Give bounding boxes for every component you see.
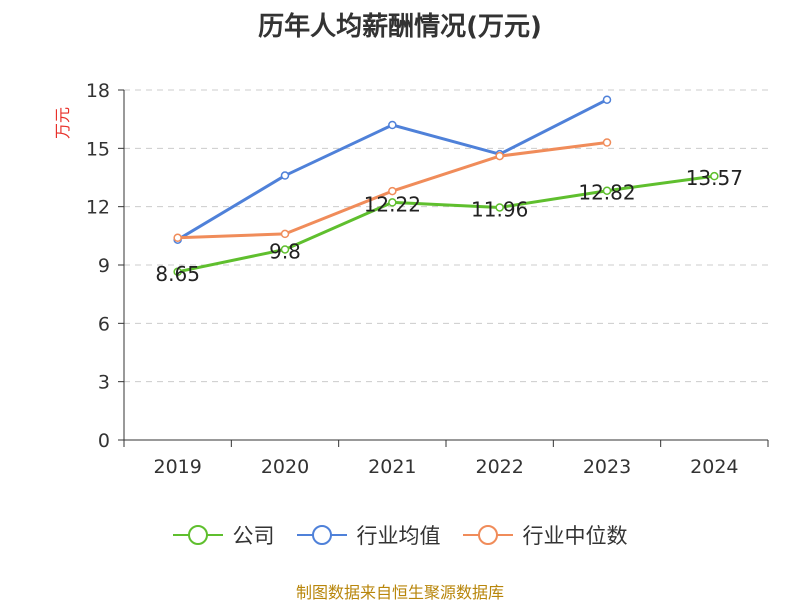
data-label: 11.96	[471, 197, 528, 221]
grid-lines	[124, 89, 768, 383]
legend-item[interactable]: 公司	[172, 520, 275, 550]
data-point	[495, 151, 504, 161]
series-line	[176, 98, 608, 242]
chart-title: 历年人均薪酬情况(万元)	[258, 12, 542, 42]
data-label: 9.8	[269, 239, 301, 263]
legend: 公司 行业均值 行业中位数	[0, 520, 800, 550]
y-tick-label: 18	[86, 80, 110, 102]
data-point	[602, 95, 612, 104]
data-label: 12.82	[578, 181, 635, 205]
legend-swatch	[462, 525, 513, 545]
legend-item[interactable]: 行业均值	[296, 520, 441, 550]
legend-swatch	[296, 525, 347, 545]
y-tick-label: 12	[86, 197, 110, 219]
x-tick-label: 2024	[690, 456, 738, 478]
legend-label: 公司	[232, 524, 275, 548]
data-point	[710, 171, 719, 181]
legend-swatch	[172, 525, 223, 545]
data-point	[280, 229, 290, 239]
data-point	[280, 245, 290, 254]
x-tick-label: 2019	[153, 456, 201, 478]
legend-item[interactable]: 行业中位数	[462, 520, 628, 550]
data-point	[388, 186, 397, 196]
data-point	[280, 171, 290, 180]
data-point	[388, 198, 397, 207]
series-lines	[173, 95, 719, 277]
y-tick-label: 6	[98, 313, 110, 335]
x-tick-label: 2022	[475, 456, 523, 478]
x-tick-label: 2020	[261, 456, 309, 478]
data-label: 13.57	[686, 166, 743, 190]
y-tick-label: 0	[98, 430, 110, 452]
x-tick-label: 2023	[583, 456, 631, 478]
data-point	[173, 233, 182, 243]
data-point	[602, 138, 612, 147]
y-axis-title: 万元	[53, 107, 72, 139]
y-tick-label: 3	[98, 372, 110, 394]
series-line	[177, 174, 715, 274]
y-tick-label: 9	[98, 255, 110, 277]
data-point	[388, 120, 397, 130]
legend-label: 行业中位数	[522, 524, 628, 548]
data-labels: 8.65 9.8 12.22 11.96 12.82 13.57	[155, 166, 743, 286]
data-point	[495, 203, 504, 212]
data-point	[173, 267, 182, 277]
data-label: 12.22	[364, 192, 421, 216]
y-tick-label: 15	[86, 138, 110, 160]
legend-label: 行业均值	[356, 524, 441, 548]
data-point	[602, 186, 612, 195]
axes: 0 3 6 9 12 15 18 2019 2020 2021 2022 2023 2024	[86, 80, 769, 478]
data-label: 8.65	[155, 262, 200, 286]
x-tick-label: 2021	[368, 456, 416, 478]
source-note: 制图数据来自恒生聚源数据库	[295, 583, 504, 602]
